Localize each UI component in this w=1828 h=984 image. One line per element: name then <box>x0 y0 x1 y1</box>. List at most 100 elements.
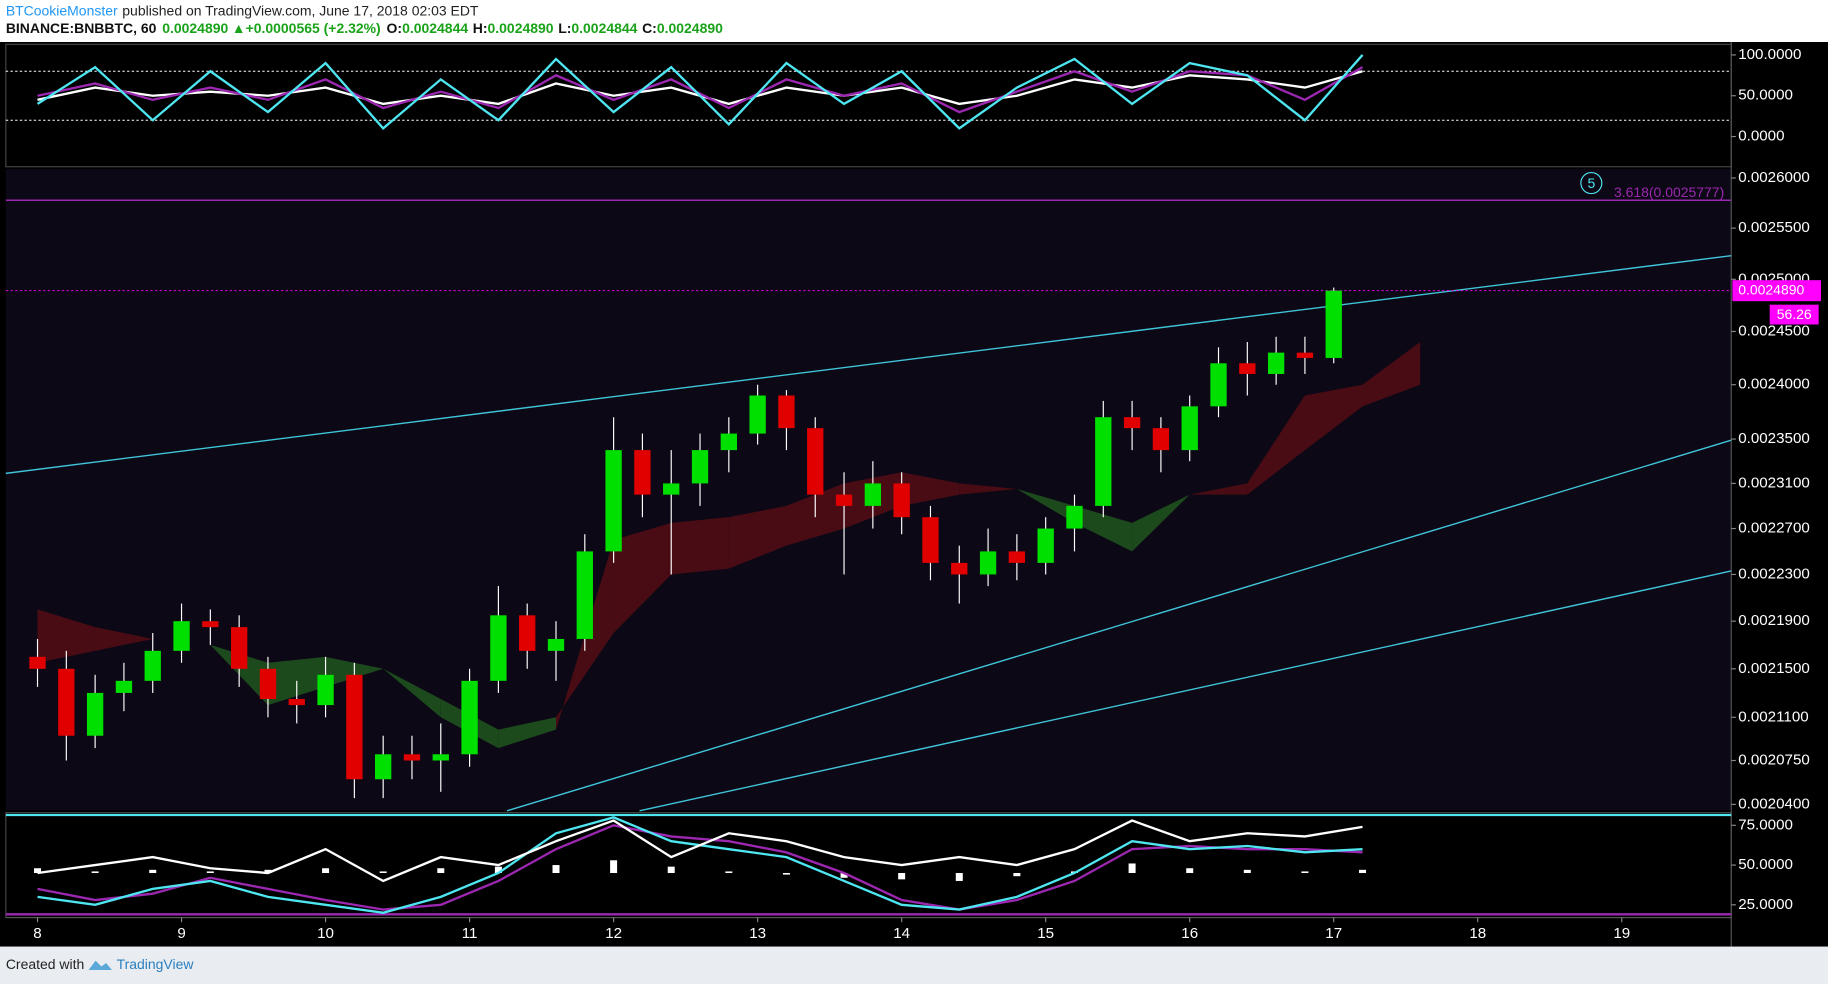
wave-label: 5 <box>1587 175 1595 191</box>
y-tick-label: 0.0022300 <box>1738 565 1810 582</box>
cloud-segment <box>95 627 153 651</box>
ohlc-value: 0.0024844 <box>571 20 637 36</box>
candle-body <box>864 483 882 506</box>
histogram-bar <box>1243 869 1251 874</box>
histogram-bar <box>1013 873 1021 877</box>
candle-body <box>1325 290 1342 358</box>
header-bg <box>0 0 1828 42</box>
candle-body <box>605 450 622 552</box>
candle-body <box>144 650 161 681</box>
x-tick-label: 10 <box>317 925 334 942</box>
cloud-segment <box>37 609 96 663</box>
footer-text: Created with <box>6 956 84 972</box>
candle-body <box>1037 528 1054 563</box>
candle-body <box>1181 406 1198 451</box>
candle-body <box>346 674 363 780</box>
timer-box <box>1769 304 1819 325</box>
histogram-bar <box>149 869 157 874</box>
cloud-segment <box>498 717 557 749</box>
x-tick-label: 12 <box>605 925 622 942</box>
arrow: ▲ <box>232 20 246 36</box>
candle-body <box>1210 363 1227 407</box>
candle-body <box>259 668 277 700</box>
cloud-segment <box>728 505 787 569</box>
histogram-bar <box>725 871 733 874</box>
candle-body <box>461 680 478 755</box>
y-tick-label: 0.0000 <box>1738 128 1784 145</box>
last-price-box <box>1732 280 1822 302</box>
y-tick-label: 0.0024500 <box>1738 322 1810 339</box>
candle-body <box>951 562 968 575</box>
candle-body <box>778 395 795 429</box>
y-tick-label: 0.0022700 <box>1738 520 1810 537</box>
candle-body <box>202 621 219 628</box>
candle-body <box>230 627 248 669</box>
candle-body <box>432 754 449 761</box>
ohlc-label: C: <box>642 20 657 36</box>
candle-body <box>86 692 104 736</box>
author[interactable]: BTCookieMonster <box>6 2 118 18</box>
cloud-segment <box>1016 489 1075 523</box>
candle-body <box>1267 352 1285 374</box>
y-tick-label: 0.0020750 <box>1738 752 1810 769</box>
candle-body <box>691 450 709 484</box>
candle-body <box>1008 551 1026 563</box>
candle-body <box>173 621 190 651</box>
ohlc-value: 0.0024890 <box>657 20 723 36</box>
candle-body <box>288 699 305 706</box>
candle-body <box>115 680 133 693</box>
publish-line: BTCookieMonster published on TradingView.… <box>6 2 479 18</box>
histogram-bar <box>1359 869 1367 874</box>
y-tick-label: 0.0023500 <box>1738 430 1810 447</box>
last-price-label: 0.0024890 <box>1738 281 1804 297</box>
fib-label: 3.618(0.0025777) <box>1614 184 1724 200</box>
indicator-line <box>37 819 1363 883</box>
y-tick-label: 75.0000 <box>1738 816 1793 833</box>
y-tick-label: 0.0024000 <box>1738 376 1810 393</box>
candle-body <box>1152 428 1170 451</box>
footer-brand[interactable]: TradingView <box>117 956 195 972</box>
x-tick-label: 11 <box>462 925 478 942</box>
ohlc-value: 0.0024844 <box>402 20 468 36</box>
indicator-line <box>37 66 1364 114</box>
ohlc-label: O: <box>387 20 403 36</box>
histogram-bar <box>379 871 387 874</box>
candle-body <box>807 428 824 495</box>
cloud-segment <box>959 483 1017 495</box>
candle-body <box>663 483 680 495</box>
y-tick-label: 0.0020400 <box>1738 795 1810 812</box>
x-tick-label: 8 <box>33 925 41 942</box>
x-tick-label: 15 <box>1037 925 1054 942</box>
y-tick-label: 100.0000 <box>1738 46 1801 63</box>
trend-line <box>639 570 1732 812</box>
x-tick-label: 17 <box>1325 925 1342 942</box>
histogram-bar <box>782 873 790 875</box>
y-tick-label: 0.0021100 <box>1738 708 1808 725</box>
candle-body <box>749 395 766 434</box>
ohlc-label: H: <box>473 20 488 36</box>
histogram-bar <box>840 873 848 878</box>
histogram-bar <box>955 873 963 881</box>
x-tick-label: 9 <box>177 925 185 942</box>
candle-body <box>317 674 334 706</box>
x-tick-label: 13 <box>749 925 766 942</box>
histogram-bar <box>1301 871 1309 874</box>
footer-bg <box>0 946 1828 984</box>
candle-body <box>720 433 737 451</box>
x-tick-label: 14 <box>893 925 910 942</box>
candle-body <box>1066 505 1083 529</box>
histogram-bar <box>1186 868 1194 874</box>
y-tick-label: 0.0025500 <box>1738 219 1810 236</box>
ohlc-value: 0.0024890 <box>488 20 554 36</box>
candle-body <box>835 494 853 506</box>
y-tick-label: 0.0026000 <box>1738 169 1810 186</box>
y-tick-label: 0.0021900 <box>1738 612 1810 629</box>
cloud-segment <box>1362 342 1421 407</box>
candle-body <box>1239 363 1256 374</box>
ohlc-label: L: <box>558 20 571 36</box>
cloud-segment <box>1304 384 1363 451</box>
trend-line <box>506 439 1732 812</box>
cloud-segment <box>613 522 672 634</box>
